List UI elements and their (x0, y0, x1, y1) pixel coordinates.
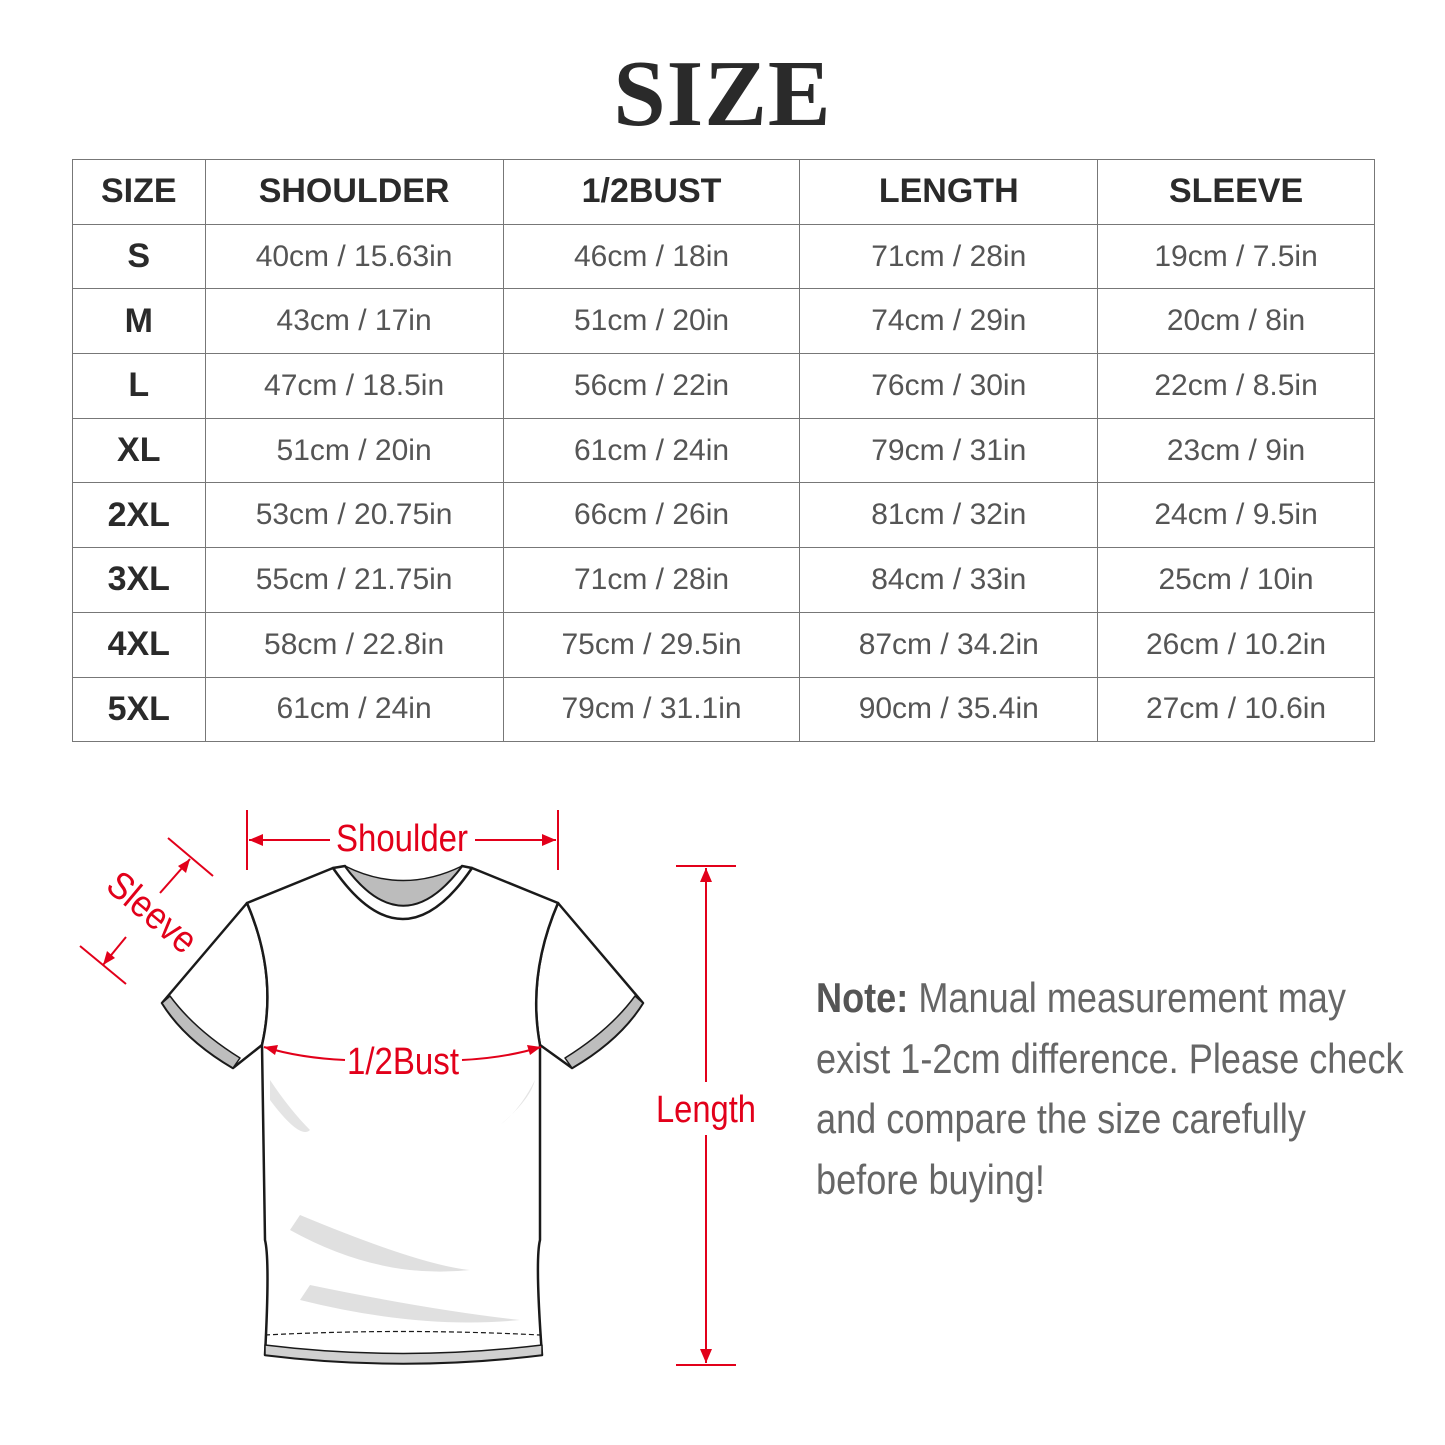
note-text: Note: Manual measurement may exist 1-2cm… (816, 968, 1418, 1210)
measurement-cell: 75cm / 29.5in (502, 611, 801, 678)
size-cell: 4XL (72, 611, 206, 678)
size-cell: 2XL (72, 482, 206, 549)
measurement-cell: 19cm / 7.5in (1097, 223, 1375, 290)
table-row: 2XL 53cm / 20.75in 66cm / 26in 81cm / 32in 2… (72, 482, 1375, 549)
table-row: L 47cm / 18.5in 56cm / 22in 76cm / 30in 22cm… (72, 353, 1375, 419)
note-body: Manual measurement may exist 1-2cm diffe… (816, 974, 1404, 1203)
measurement-cell: 40cm / 15.63in (204, 223, 504, 290)
bust-label: 1/2Bust (347, 1041, 459, 1083)
measurement-annotations (79, 810, 736, 1366)
size-cell: 3XL (72, 547, 206, 613)
measurement-cell: 81cm / 32in (799, 482, 1099, 549)
column-header: LENGTH (799, 159, 1099, 225)
shoulder-label: Shoulder (336, 818, 468, 860)
tshirt-illustration (160, 864, 645, 1365)
size-cell: S (72, 223, 206, 290)
measurement-cell: 87cm / 34.2in (799, 611, 1099, 678)
measurement-cell: 76cm / 30in (799, 353, 1099, 419)
measurement-cell: 46cm / 18in (502, 223, 801, 290)
column-header: SLEEVE (1097, 159, 1375, 225)
measurement-cell: 56cm / 22in (502, 353, 801, 419)
column-header: SHOULDER (204, 159, 504, 225)
table-row: 4XL 58cm / 22.8in 75cm / 29.5in 87cm / 34.2… (72, 611, 1375, 678)
measurement-cell: 55cm / 21.75in (204, 547, 504, 613)
sleeve-label: Sleeve (98, 863, 205, 962)
measurement-cell: 79cm / 31.1in (502, 676, 801, 743)
measurement-cell: 22cm / 8.5in (1097, 353, 1375, 419)
measurement-cell: 71cm / 28in (799, 223, 1099, 290)
length-label: Length (656, 1089, 756, 1131)
measurement-cell: 90cm / 35.4in (799, 676, 1099, 743)
measurement-cell: 66cm / 26in (502, 482, 801, 549)
column-header: SIZE (72, 159, 206, 225)
column-header: 1/2BUST (502, 159, 801, 225)
measurement-cell: 61cm / 24in (502, 417, 801, 484)
size-table: SIZE SHOULDER 1/2BUST LENGTH SLEEVE S 40cm / … (72, 159, 1375, 743)
measurement-cell: 61cm / 24in (204, 676, 504, 743)
measurement-cell: 25cm / 10in (1097, 547, 1375, 613)
size-cell: M (72, 288, 206, 355)
table-row: 3XL 55cm / 21.75in 71cm / 28in 84cm / 33in 2… (72, 547, 1375, 613)
table-row: XL 51cm / 20in 61cm / 24in 79cm / 31in 23cm … (72, 417, 1375, 484)
measurement-cell: 47cm / 18.5in (204, 353, 504, 419)
measurement-cell: 74cm / 29in (799, 288, 1099, 355)
size-cell: L (72, 353, 206, 419)
page-title: SIZE (613, 42, 832, 146)
measurement-cell: 53cm / 20.75in (204, 482, 504, 549)
table-row: S 40cm / 15.63in 46cm / 18in 71cm / 28in 19c… (72, 223, 1375, 290)
measurement-cell: 20cm / 8in (1097, 288, 1375, 355)
measurement-cell: 58cm / 22.8in (204, 611, 504, 678)
measurement-cell: 51cm / 20in (204, 417, 504, 484)
table-row: M 43cm / 17in 51cm / 20in 74cm / 29in 20cm /… (72, 288, 1375, 355)
size-cell: XL (72, 417, 206, 484)
note-label: Note: (816, 974, 909, 1021)
measurement-cell: 26cm / 10.2in (1097, 611, 1375, 678)
measurement-cell: 24cm / 9.5in (1097, 482, 1375, 549)
size-cell: 5XL (72, 676, 206, 743)
measurement-cell: 84cm / 33in (799, 547, 1099, 613)
measurement-cell: 51cm / 20in (502, 288, 801, 355)
measurement-cell: 27cm / 10.6in (1097, 676, 1375, 743)
table-header-row: SIZE SHOULDER 1/2BUST LENGTH SLEEVE (72, 159, 1375, 225)
measurement-cell: 23cm / 9in (1097, 417, 1375, 484)
measurement-cell: 43cm / 17in (204, 288, 504, 355)
table-row: 5XL 61cm / 24in 79cm / 31.1in 90cm / 35.4in… (72, 676, 1375, 743)
tshirt-diagram: Shoulder Length 1/2Bust Sleeve (79, 810, 756, 1366)
measurement-cell: 79cm / 31in (799, 417, 1099, 484)
measurement-cell: 71cm / 28in (502, 547, 801, 613)
